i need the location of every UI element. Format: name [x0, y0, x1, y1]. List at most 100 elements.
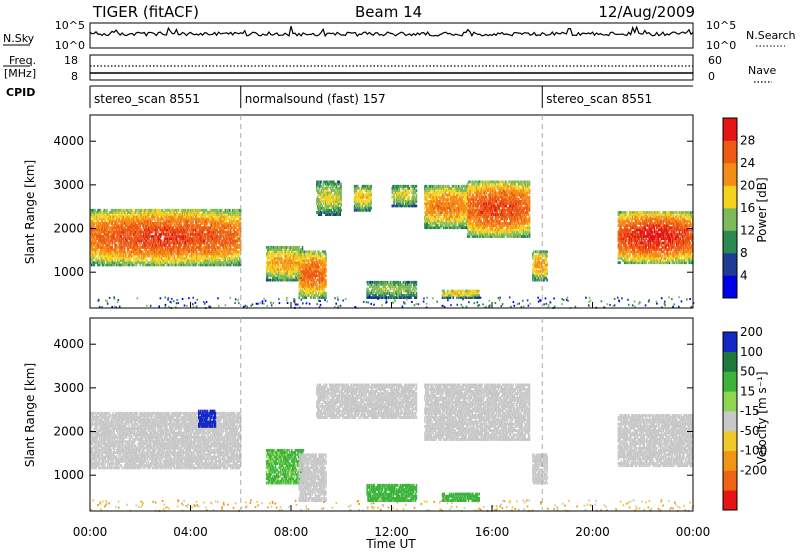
power-cell [325, 274, 327, 278]
power-cell [200, 213, 202, 216]
power-cell [90, 226, 93, 230]
power-cell [306, 276, 309, 280]
power-cell [322, 287, 325, 291]
power-cell [282, 274, 284, 278]
power-cell [386, 283, 388, 286]
power-cell [321, 256, 324, 260]
power-cell [301, 248, 304, 251]
power-cell [106, 226, 108, 230]
power-cell [384, 280, 386, 284]
power-cell [117, 263, 120, 267]
power-cell [357, 204, 359, 208]
power-cell [325, 278, 327, 282]
power-cell [162, 232, 165, 236]
power-cell [177, 226, 179, 230]
power-cell [206, 232, 209, 236]
power-cell [396, 294, 398, 297]
power-cell [140, 261, 142, 265]
power-cell [178, 226, 181, 230]
power-cell [111, 219, 113, 223]
power-cell [126, 256, 129, 260]
power-cell [322, 285, 325, 289]
power-cell [227, 224, 229, 227]
power-cell [288, 254, 290, 258]
power-cell [215, 208, 218, 212]
power-cell [275, 270, 278, 273]
power-cell [378, 289, 381, 293]
power-cell [125, 239, 127, 243]
power-cell [175, 250, 177, 254]
power-cell [231, 252, 234, 256]
power-cell [138, 237, 140, 241]
power-cell [132, 217, 134, 221]
power-cell [294, 246, 297, 249]
power-cell [164, 237, 166, 241]
power-cell [163, 263, 166, 267]
power-cell [180, 232, 183, 236]
power-cell [96, 250, 98, 254]
power-cell [284, 259, 287, 262]
power-cell [151, 235, 154, 238]
power-cell [100, 237, 103, 241]
power-cell [306, 265, 309, 269]
power-cell [324, 294, 326, 297]
power-cell [324, 261, 326, 265]
power-cell [99, 237, 102, 241]
power-cell [216, 254, 218, 258]
power-cell [125, 235, 127, 238]
power-cell [367, 283, 369, 286]
power-cell [102, 246, 105, 249]
power-cell [326, 189, 328, 192]
power-cell [223, 230, 226, 234]
power-cell [162, 211, 165, 214]
power-cell [325, 180, 327, 184]
power-cell [383, 283, 385, 286]
power-cell [166, 213, 168, 216]
power-cell [125, 228, 127, 232]
power-cell [313, 256, 316, 260]
power-cell [188, 248, 191, 251]
power-cell [191, 248, 193, 251]
power-cell [367, 202, 369, 206]
power-cell [117, 217, 120, 221]
power-cell [103, 250, 105, 254]
power-cell [137, 208, 140, 212]
power-cell [283, 274, 286, 278]
power-cell [298, 276, 300, 280]
power-cell [110, 237, 113, 241]
power-cell [228, 213, 230, 216]
power-cell [274, 265, 277, 269]
power-cell [227, 259, 229, 262]
power-cell [90, 237, 92, 241]
power-cell [231, 213, 234, 216]
power-cell [199, 239, 201, 243]
power-cell [154, 224, 157, 227]
power-cell [135, 224, 138, 227]
power-cell [179, 228, 182, 232]
power-cell [229, 211, 231, 214]
power-cell [311, 291, 314, 295]
power-cell [193, 254, 195, 258]
power-cell [223, 224, 226, 227]
power-cell [318, 200, 321, 203]
power-cell [124, 243, 126, 247]
power-cell [194, 250, 196, 254]
power-cell [144, 217, 147, 221]
power-cell [107, 232, 110, 236]
power-cell [326, 211, 328, 214]
power-cell [204, 228, 206, 232]
power-cell [239, 217, 241, 221]
power-cell [337, 211, 340, 214]
power-cell [358, 200, 360, 203]
power-cell [199, 224, 201, 227]
power-cell [90, 254, 93, 258]
power-cell [294, 256, 297, 260]
power-cell [211, 256, 213, 260]
power-cell [223, 228, 226, 232]
power-cell [383, 289, 385, 293]
power-cell [125, 256, 127, 260]
power-cell [327, 184, 330, 188]
power-cell [107, 230, 109, 234]
power-cell [138, 230, 140, 234]
power-cell [121, 219, 123, 223]
